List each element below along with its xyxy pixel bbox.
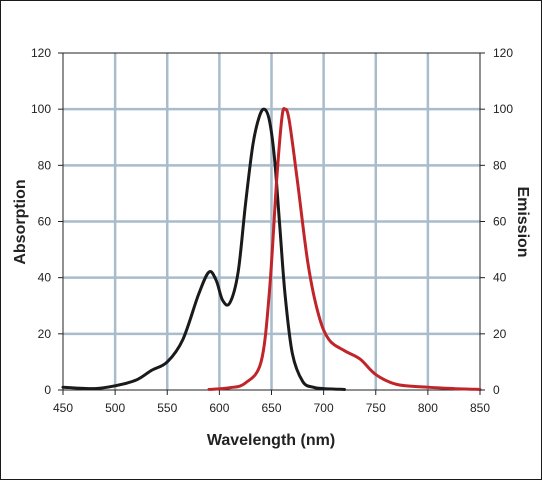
right-y-tick-label: 100: [493, 102, 513, 116]
right-y-tick-label: 120: [493, 46, 513, 60]
left-y-tick-label: 0: [44, 383, 51, 397]
left-y-tick-label: 120: [31, 46, 51, 60]
right-y-tick-labels: 0 20 40 60 80 100 120: [480, 46, 513, 397]
x-tick-label: 500: [105, 401, 125, 415]
x-tick-label: 850: [470, 401, 490, 415]
right-y-tick-label: 40: [493, 271, 507, 285]
right-y-axis-title: Emission: [514, 186, 531, 257]
x-tick-label: 550: [157, 401, 177, 415]
x-tick-label: 800: [418, 401, 438, 415]
emission-line: [207, 107, 482, 391]
x-tick-label: 750: [366, 401, 386, 415]
x-tick-label: 600: [209, 401, 229, 415]
right-y-tick-label: 0: [493, 383, 500, 397]
x-tick-label: 650: [261, 401, 281, 415]
left-y-tick-label: 40: [38, 271, 52, 285]
right-y-tick-label: 80: [493, 158, 507, 172]
left-y-tick-label: 80: [38, 158, 52, 172]
left-y-tick-label: 60: [38, 215, 52, 229]
x-tick-labels: 450 500 550 600 650 700 750 800 850: [53, 390, 490, 415]
right-y-tick-label: 20: [493, 327, 507, 341]
absorption-line: [61, 107, 346, 391]
x-tick-label: 700: [314, 401, 334, 415]
horizontal-gridlines: [63, 107, 480, 336]
series-layer: [61, 107, 482, 391]
right-y-tick-label: 60: [493, 215, 507, 229]
left-y-tick-labels: 0 20 40 60 80 100 120: [31, 46, 63, 397]
x-tick-label: 450: [53, 401, 73, 415]
left-y-tick-label: 100: [31, 102, 51, 116]
x-axis-title: Wavelength (nm): [207, 432, 335, 449]
left-y-axis-title: Absorption: [12, 179, 29, 264]
left-y-tick-label: 20: [38, 327, 52, 341]
